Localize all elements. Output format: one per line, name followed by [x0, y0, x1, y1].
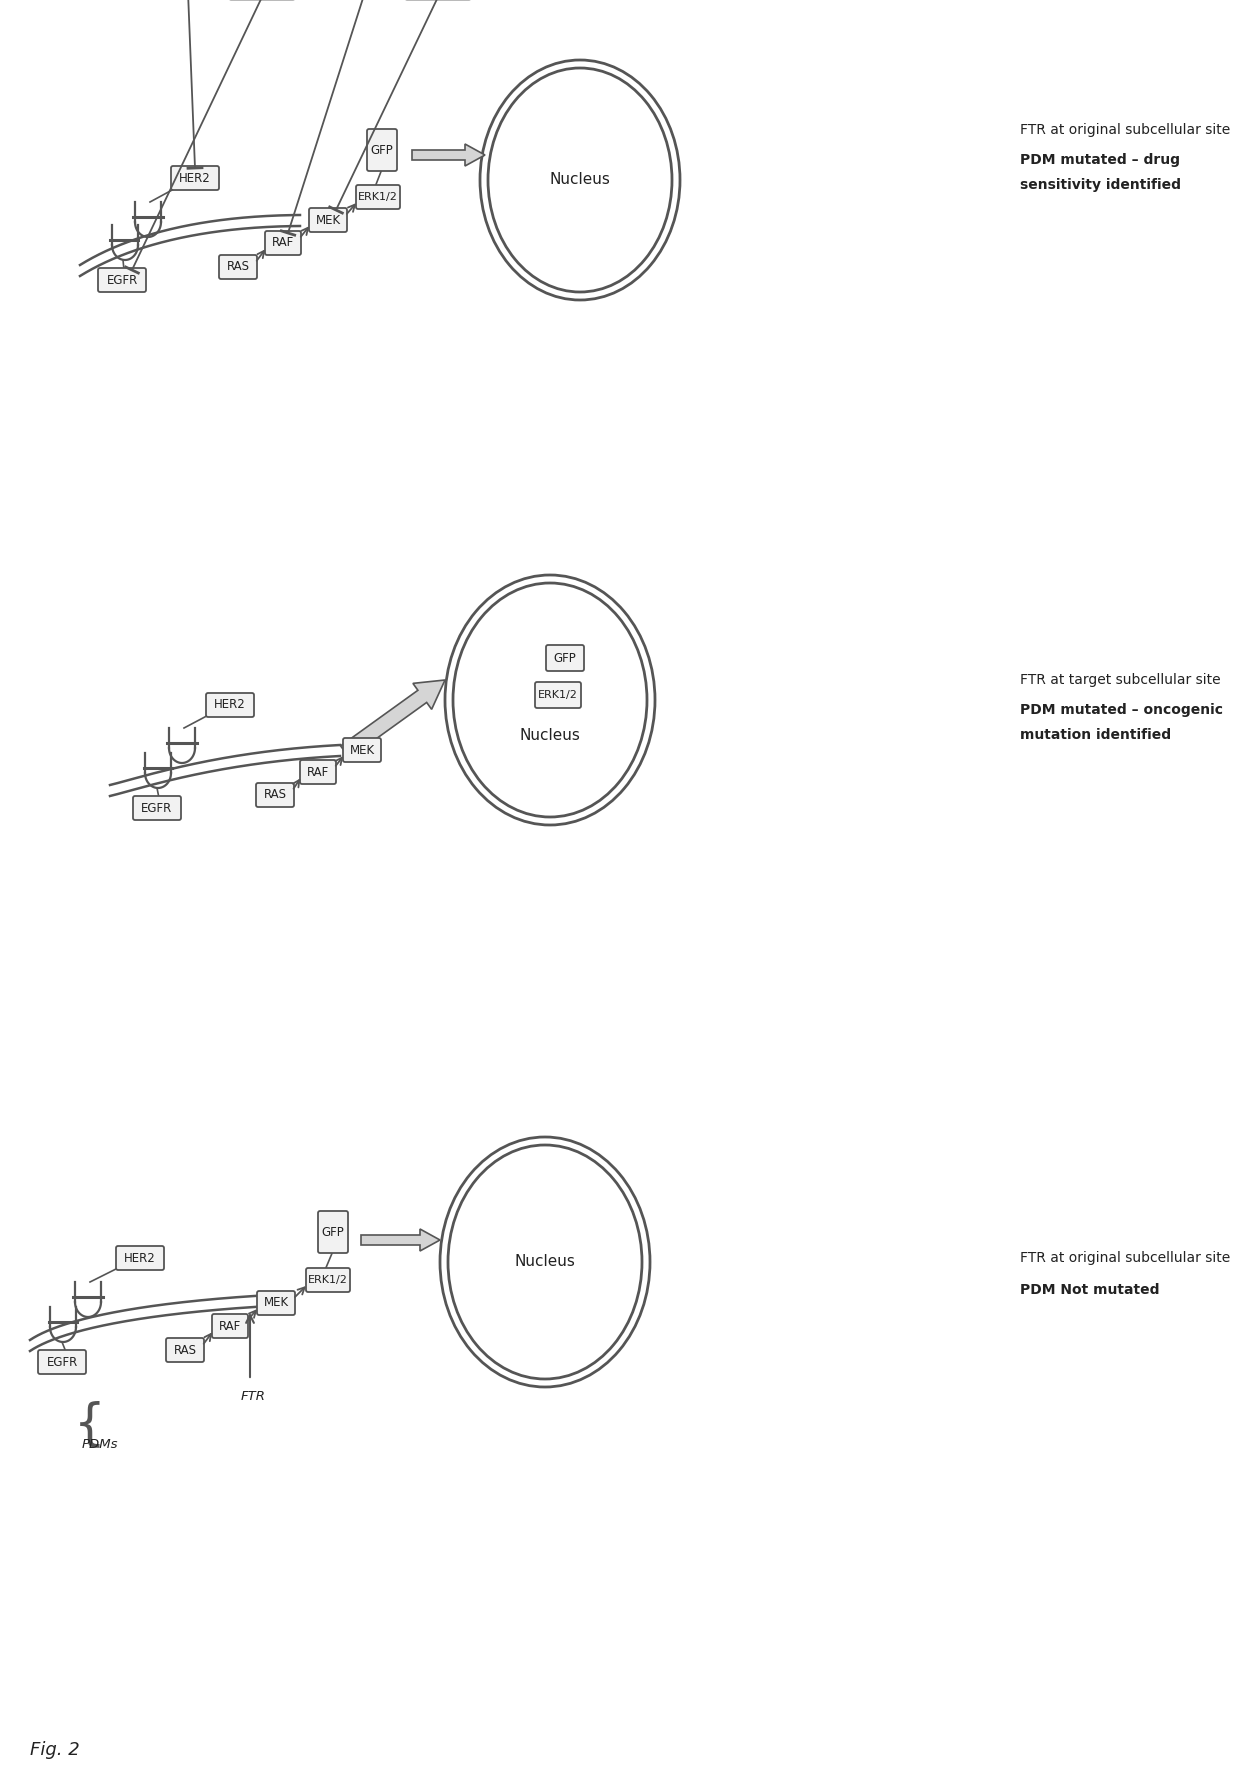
Text: MEK: MEK	[315, 213, 341, 227]
Text: EGFR: EGFR	[107, 274, 138, 286]
Text: RAF: RAF	[306, 765, 329, 778]
Text: PDM mutated – drug: PDM mutated – drug	[1021, 154, 1180, 166]
FancyBboxPatch shape	[300, 760, 336, 783]
FancyArrow shape	[341, 679, 445, 758]
Ellipse shape	[445, 576, 655, 824]
Text: MEK: MEK	[350, 744, 374, 756]
FancyBboxPatch shape	[546, 645, 584, 670]
Text: FTR at original subcellular site: FTR at original subcellular site	[1021, 123, 1230, 138]
Text: GFP: GFP	[371, 143, 393, 157]
Ellipse shape	[448, 1144, 642, 1379]
Text: PDM mutated – oncogenic: PDM mutated – oncogenic	[1021, 703, 1223, 717]
FancyBboxPatch shape	[133, 796, 181, 821]
Ellipse shape	[480, 61, 680, 300]
Text: FTR: FTR	[241, 1389, 265, 1404]
FancyBboxPatch shape	[309, 207, 347, 232]
FancyBboxPatch shape	[356, 184, 401, 209]
FancyBboxPatch shape	[171, 166, 219, 190]
Text: HER2: HER2	[124, 1252, 156, 1264]
FancyBboxPatch shape	[38, 1350, 86, 1373]
Text: MEK: MEK	[263, 1296, 289, 1309]
FancyBboxPatch shape	[98, 268, 146, 291]
FancyBboxPatch shape	[343, 738, 381, 762]
Text: Nucleus: Nucleus	[515, 1255, 575, 1269]
Text: ERK1/2: ERK1/2	[358, 191, 398, 202]
FancyBboxPatch shape	[257, 1291, 295, 1314]
Text: Fig. 2: Fig. 2	[30, 1742, 79, 1759]
Text: PDMs: PDMs	[82, 1438, 118, 1452]
Text: sensitivity identified: sensitivity identified	[1021, 179, 1180, 191]
FancyBboxPatch shape	[306, 1268, 350, 1293]
FancyBboxPatch shape	[317, 1210, 348, 1253]
FancyBboxPatch shape	[206, 694, 254, 717]
Text: GFP: GFP	[321, 1225, 345, 1239]
Text: RAS: RAS	[174, 1343, 196, 1357]
FancyBboxPatch shape	[219, 256, 257, 279]
Text: {: {	[74, 1400, 105, 1448]
Text: HER2: HER2	[179, 172, 211, 184]
Text: GFP: GFP	[553, 651, 577, 665]
Ellipse shape	[489, 68, 672, 291]
Text: mutation identified: mutation identified	[1021, 728, 1171, 742]
Text: PDM Not mutated: PDM Not mutated	[1021, 1284, 1159, 1296]
Text: EGFR: EGFR	[141, 801, 172, 815]
Text: RAS: RAS	[263, 789, 286, 801]
Ellipse shape	[453, 583, 647, 817]
Text: RAS: RAS	[227, 261, 249, 274]
FancyBboxPatch shape	[117, 1246, 164, 1269]
Text: HER2: HER2	[215, 699, 246, 712]
FancyArrow shape	[361, 1228, 440, 1252]
Text: ERK1/2: ERK1/2	[308, 1275, 348, 1286]
FancyBboxPatch shape	[367, 129, 397, 172]
FancyBboxPatch shape	[212, 1314, 248, 1337]
Text: EGFR: EGFR	[46, 1355, 78, 1368]
Text: FTR at target subcellular site: FTR at target subcellular site	[1021, 672, 1220, 687]
FancyBboxPatch shape	[534, 681, 582, 708]
FancyBboxPatch shape	[166, 1337, 205, 1362]
Text: RAF: RAF	[272, 236, 294, 250]
FancyBboxPatch shape	[265, 231, 301, 256]
Text: Nucleus: Nucleus	[549, 172, 610, 188]
Ellipse shape	[440, 1137, 650, 1387]
FancyBboxPatch shape	[255, 783, 294, 806]
Text: FTR at original subcellular site: FTR at original subcellular site	[1021, 1252, 1230, 1264]
Text: RAF: RAF	[219, 1320, 241, 1332]
Text: ERK1/2: ERK1/2	[538, 690, 578, 699]
FancyArrow shape	[412, 145, 485, 166]
Text: Nucleus: Nucleus	[520, 728, 580, 742]
